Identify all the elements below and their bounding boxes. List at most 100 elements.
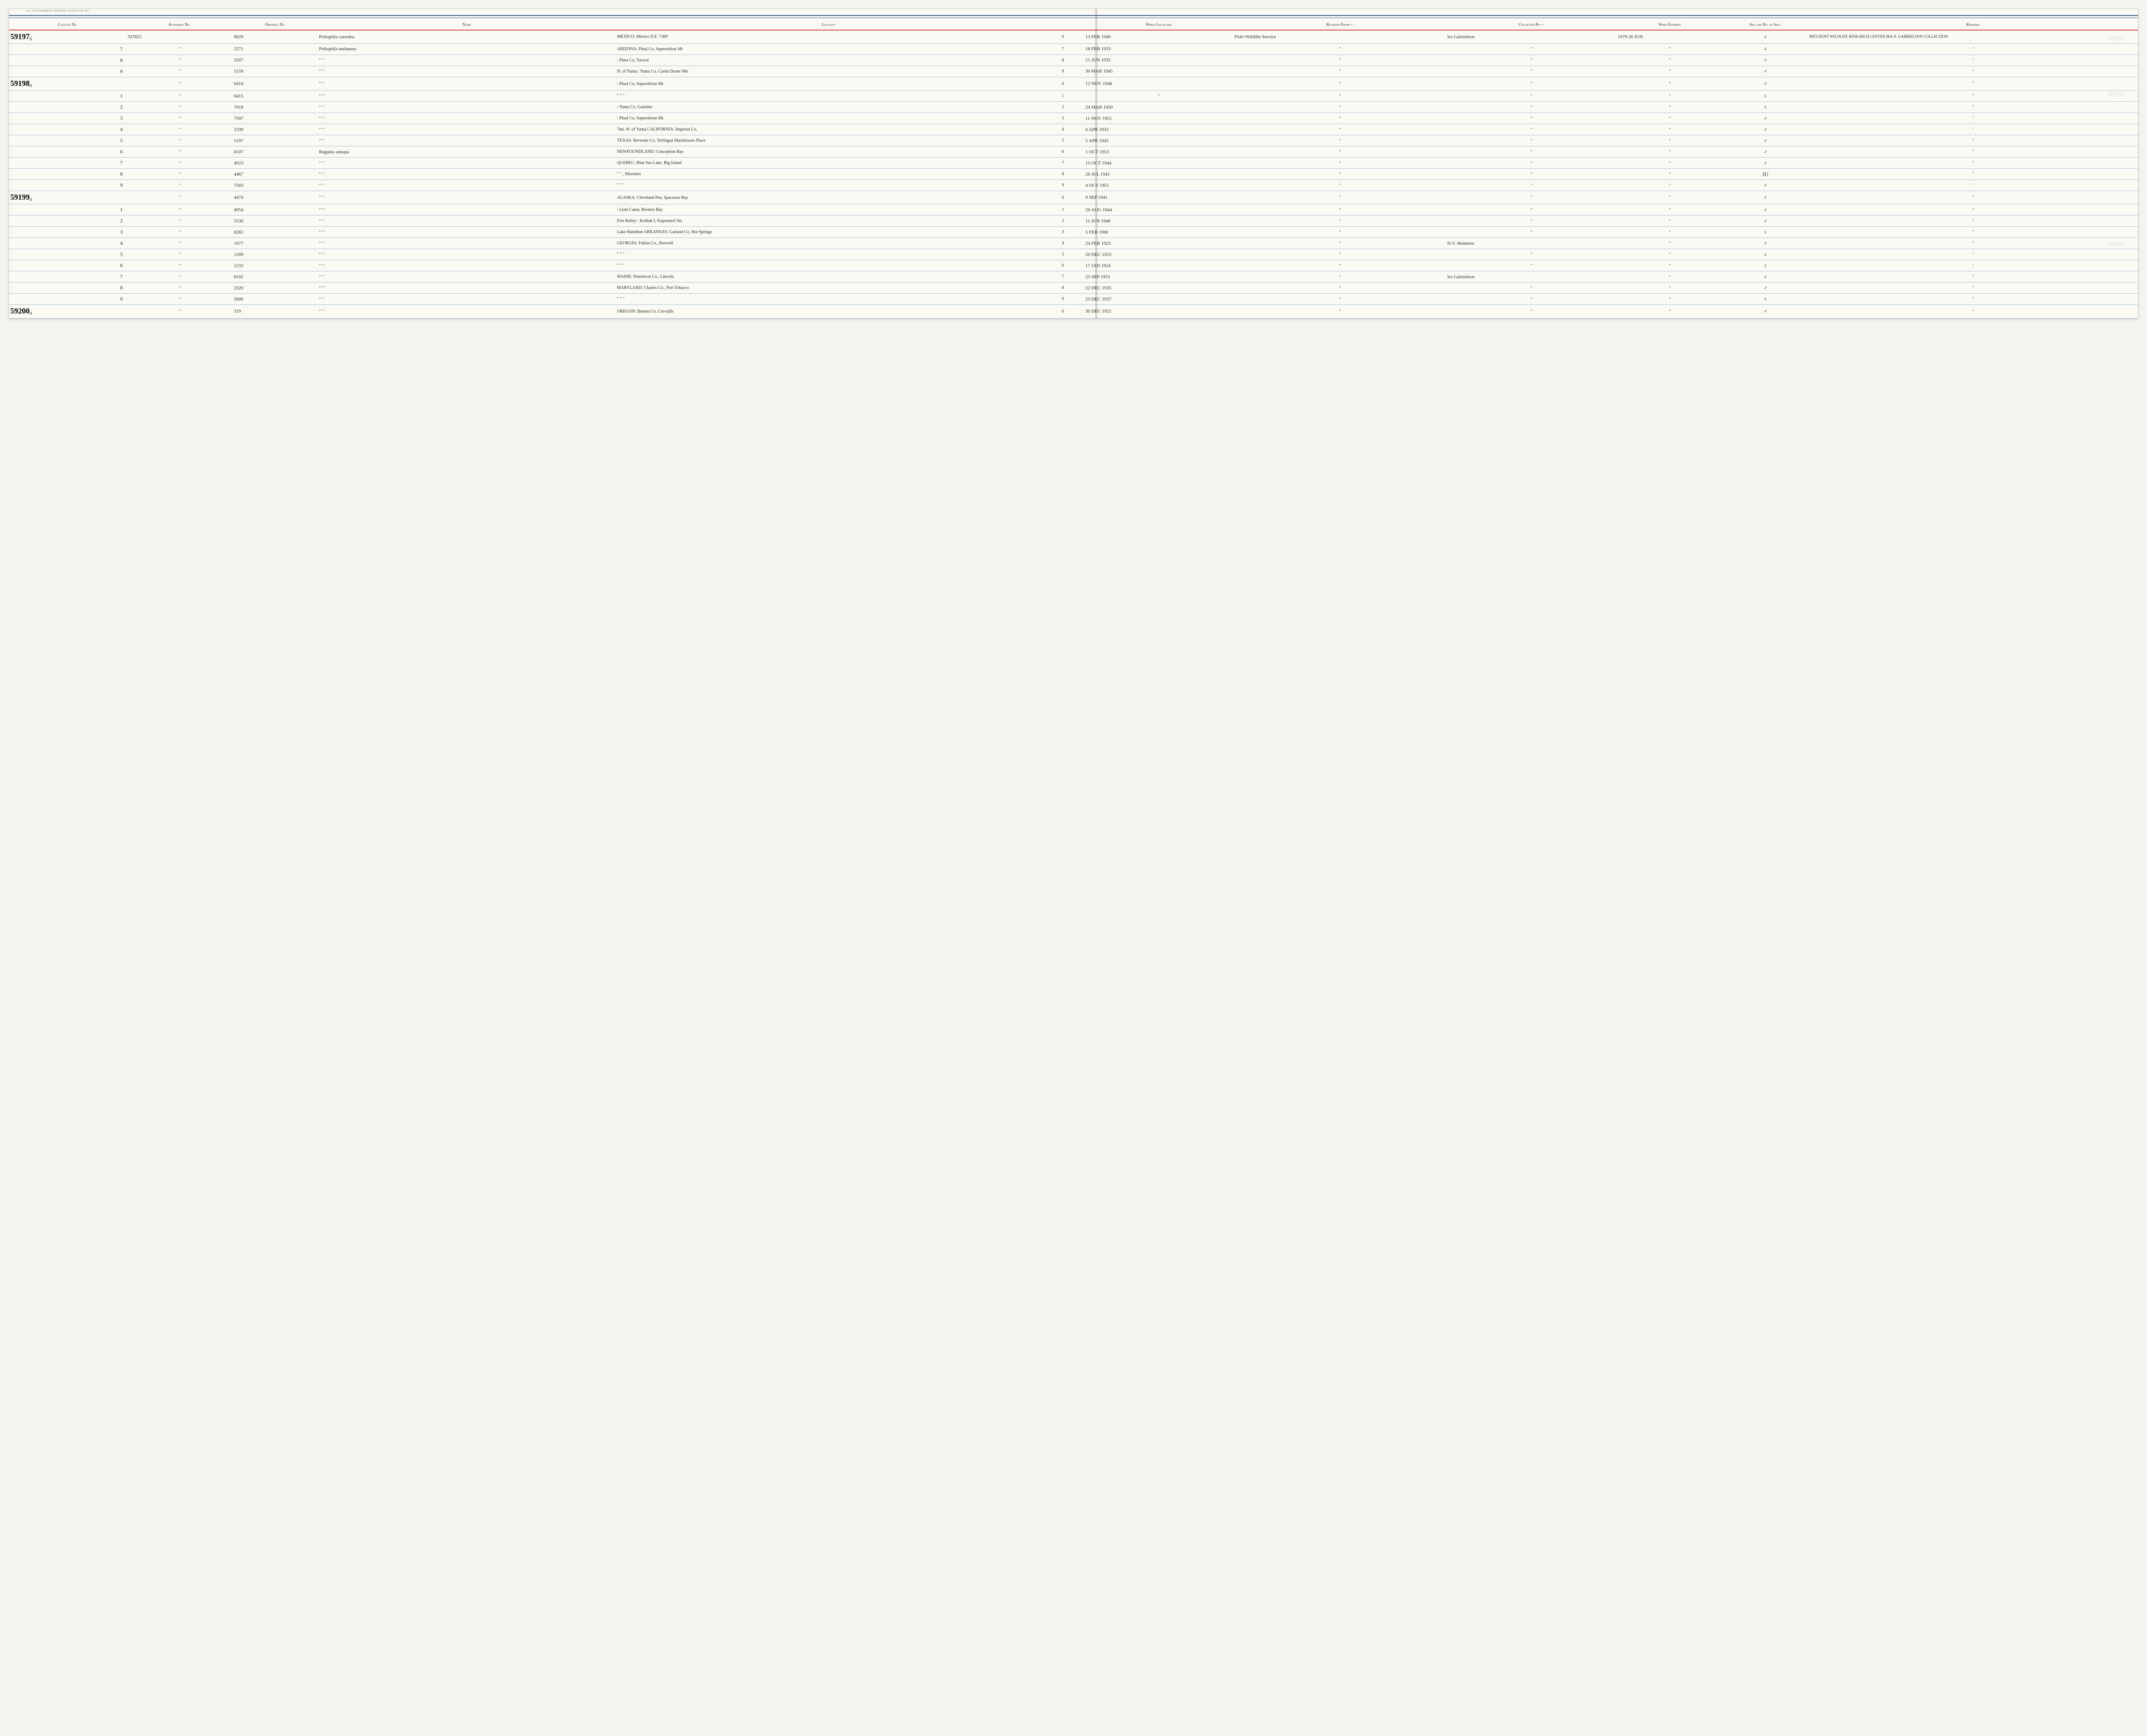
when-collected-cell: 13 FEB 1949 [1084, 30, 1233, 44]
collected-by-cell: ″ [1446, 204, 1617, 216]
when-collected-cell: 11 JUN 1946 [1084, 216, 1233, 227]
collected-by-cell: D.V. Hembree [1446, 238, 1617, 249]
collected-by-cell: ″ [1446, 66, 1617, 77]
sex-cell: ♂ [1723, 55, 1808, 66]
remarks-cell: ″ [1808, 249, 2138, 260]
sex-cell: ♂ [1723, 77, 1808, 90]
table-row: 1″4954″ ″: Lynn Canal, Berners Bay120 AU… [9, 204, 2138, 216]
name-cell: ″ ″ [318, 124, 616, 135]
when-collected-cell: 21 JUN 1935 [1084, 55, 1233, 66]
collected-by-cell: ″ [1446, 102, 1617, 113]
received-cell: ″ [1233, 77, 1446, 90]
catalog-cell: 9 [9, 294, 126, 305]
collected-by-cell: ″ [1446, 77, 1617, 90]
received-cell: ″ [1233, 66, 1446, 77]
catalog-number-sub: 0 [30, 83, 32, 88]
header-row: Catalog No. Accession No. Original No. N… [9, 20, 2138, 30]
idx-cell: 1 [1042, 91, 1084, 102]
accession-cell: ″ [126, 77, 233, 90]
name-cell: ″ ″ [318, 249, 616, 260]
when-entered-cell: ″ [1616, 91, 1723, 102]
catalog-number-sub: 6 [30, 36, 32, 42]
catalog-cell: 5 [9, 249, 126, 260]
when-collected-cell: 11 NOV 1951 [1084, 113, 1233, 124]
idx-cell: 1 [1042, 204, 1084, 216]
when-entered-cell: ″ [1616, 66, 1723, 77]
when-entered-cell: ″ [1616, 260, 1723, 271]
table-row: 592000″319″ ″OREGON: Benton Co, Corvalli… [9, 305, 2138, 318]
collected-by-cell: ″ [1446, 43, 1617, 55]
when-collected-cell: 5 APR 1945 [1084, 135, 1233, 146]
collected-by-cell: ″ [1446, 249, 1617, 260]
catalog-cell: 591980 [9, 77, 126, 90]
remarks-cell: ″ [1808, 102, 2138, 113]
accession-cell: ″ [126, 55, 233, 66]
table-row: 7″4923″ ″QUEBEC: Blue Sea Lake, Big Isla… [9, 158, 2138, 169]
table-row: 591990″4474″ ″ALASKA: Cleveland Pen, Spa… [9, 191, 2138, 204]
table-row: 4″1077″ ″GEORGIA: Fulton Co., Roswell424… [9, 238, 2138, 249]
when-collected-cell: 6 APR 1933 [1084, 124, 1233, 135]
table-row: 5919763378256629Polioptila caeruleaMEXIC… [9, 30, 2138, 44]
catalog-cell: 4 [9, 238, 126, 249]
original-cell: 5159 [233, 66, 318, 77]
locality-cell: ″ ″ , Messines [616, 169, 1042, 180]
name-cell: ″ ″ [318, 102, 616, 113]
locality-cell: GEORGIA: Fulton Co., Roswell [616, 238, 1042, 249]
locality-cell: : Yuma Co, Gadsden [616, 102, 1042, 113]
catalog-number-major: 59199 [10, 193, 30, 201]
remarks-cell: ″ [1808, 191, 2138, 204]
when-entered-cell: ″ [1616, 146, 1723, 158]
original-cell: 7583 [233, 180, 318, 191]
accession-cell: ″ [126, 204, 233, 216]
when-collected-cell: 12 NOV 1948 [1084, 77, 1233, 90]
locality-cell: ″ ″ ″ [616, 91, 1042, 102]
when-entered-cell: ″ [1616, 204, 1723, 216]
when-collected-cell: 24 FEB 1923 [1084, 238, 1233, 249]
remarks-cell: ″ [1808, 238, 2138, 249]
received-cell: ″ [1233, 271, 1446, 283]
idx-cell: 9 [1042, 294, 1084, 305]
received-cell: ″ [1233, 135, 1446, 146]
table-row: 9″7583″ ″″ ″ ″94 OCT 1951″″″♂″ [9, 180, 2138, 191]
accession-cell: ″ [126, 158, 233, 169]
collected-by-cell: ″ [1446, 158, 1617, 169]
catalog-number-sub: 0 [30, 197, 32, 202]
locality-cell: ″ ″ ″ [616, 260, 1042, 271]
accession-cell: ″ [126, 146, 233, 158]
idx-cell: 6 [1042, 30, 1084, 44]
printer-note: U.S. GOVERNMENT PRINTING OFFICE 970-487 [9, 9, 2138, 13]
name-cell: ″ ″ [318, 260, 616, 271]
idx-cell: 3 [1042, 227, 1084, 238]
table-row: 8″4467″ ″″ ″ , Messines826 JUL 1941″″″JU… [9, 169, 2138, 180]
received-cell: ″ [1233, 227, 1446, 238]
when-entered-cell: 1979 26 JUN [1616, 30, 1723, 44]
catalog-cell: 2 [9, 216, 126, 227]
original-cell: 319 [233, 305, 318, 318]
locality-cell: MEXICO: Mexico D.F. 7300' [616, 30, 1042, 44]
ledger-page: U.S. GOVERNMENT PRINTING OFFICE 970-487 … [9, 9, 2138, 319]
sex-cell: ♀ [1723, 227, 1808, 238]
name-cell: ″ ″ [318, 158, 616, 169]
locality-cell: Lake Hamilton ARKANSAS: Garland Co, Hot … [616, 227, 1042, 238]
remarks-cell: ″ [1808, 55, 2138, 66]
sex-cell: ♂ [1723, 146, 1808, 158]
when-entered-cell: ″ [1616, 294, 1723, 305]
when-entered-cell: ″ [1616, 249, 1723, 260]
col-header-catalog: Catalog No. [9, 20, 126, 30]
accession-cell: ″ [126, 238, 233, 249]
collected-by-cell: ″ [1446, 169, 1617, 180]
name-cell: ″ ″ [318, 180, 616, 191]
col-header-idx [1042, 20, 1084, 30]
original-cell: 1232 [233, 260, 318, 271]
when-entered-cell: ″ [1616, 158, 1723, 169]
original-cell: 3207 [233, 55, 318, 66]
catalog-cell: 4 [9, 124, 126, 135]
name-cell: ″ ″ [318, 227, 616, 238]
received-cell: ″ [1233, 113, 1446, 124]
original-cell: 7597 [233, 113, 318, 124]
received-cell: ″ [1233, 169, 1446, 180]
table-row: 5″1209″ ″″ ″ ″520 DEC 1923″″″♀″ [9, 249, 2138, 260]
original-cell: 6414 [233, 77, 318, 90]
catalog-cell: 591990 [9, 191, 126, 204]
table-row: 5″5197″ ″TEXAS: Brewster Co, Terlingua M… [9, 135, 2138, 146]
